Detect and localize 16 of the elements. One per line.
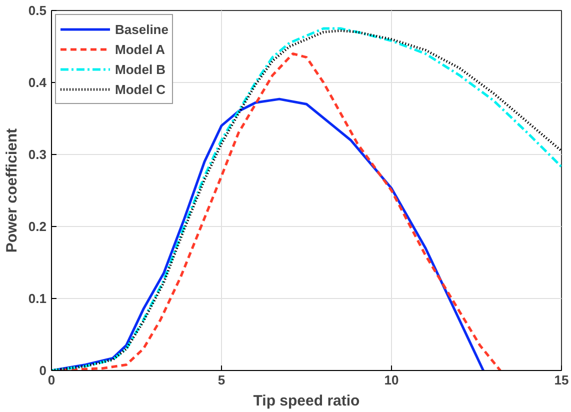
y-tick-label: 0.1 <box>28 291 47 306</box>
y-tick-label: 0.2 <box>28 219 47 234</box>
legend-label: Baseline <box>115 22 168 36</box>
y-tick-label: 0.3 <box>28 147 47 162</box>
y-axis-title: Power coefficient <box>3 128 20 253</box>
y-tick-label: 0.4 <box>28 75 48 90</box>
y-tick-label: 0.5 <box>28 3 47 18</box>
line-series <box>52 98 485 370</box>
legend-label: Model A <box>115 42 166 56</box>
x-tick-label: 15 <box>554 372 569 388</box>
legend-label: Model C <box>115 82 166 96</box>
y-tick-label: 0 <box>39 363 47 378</box>
legend-label: Model B <box>115 62 166 76</box>
x-axis-title: Tip speed ratio <box>253 392 360 410</box>
x-tick-label: 10 <box>384 372 399 388</box>
x-tick-label: 5 <box>218 372 226 388</box>
